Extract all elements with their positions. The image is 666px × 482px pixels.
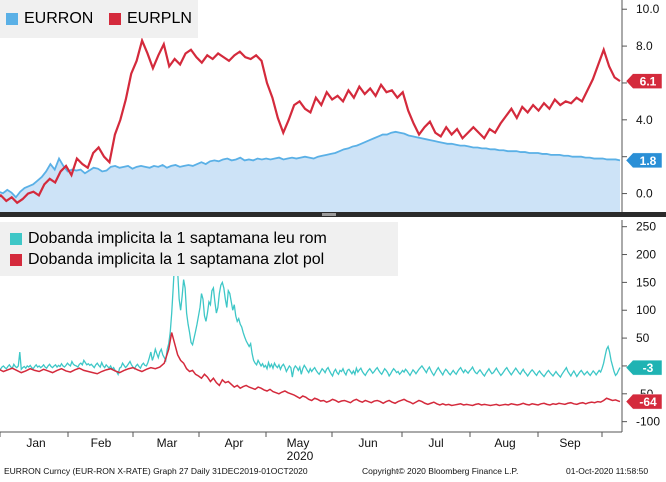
footer-timestamp: 01-Oct-2020 11:58:50 <box>566 466 649 476</box>
bottom-ytick-label: 50 <box>636 331 650 345</box>
legend-item-zlot: Dobanda implicita la 1 saptamana zlot po… <box>10 251 324 269</box>
series-line-zlot <box>0 332 621 407</box>
xaxis-month-label: May <box>287 436 310 450</box>
top-ytick-label: 10.0 <box>636 2 660 16</box>
legend-label-zlot: Dobanda implicita la 1 saptamana zlot po… <box>28 251 325 268</box>
xaxis-month-label: Jan <box>26 436 45 450</box>
xaxis-month-label: Jun <box>358 436 377 450</box>
last-value-zlot-label: -64 <box>639 395 657 409</box>
series-line-eurron <box>0 130 621 199</box>
last-value-eurron-shape <box>625 152 663 169</box>
top-ytick-label: 8.0 <box>636 39 653 53</box>
last-value-eurpln-label: 6.1 <box>640 75 657 89</box>
footer-copyright: Copyright© 2020 Bloomberg Finance L.P. <box>362 466 519 476</box>
series-line-eurpln <box>0 37 621 205</box>
series-line-leu <box>0 251 621 379</box>
legend-swatch-eurpln <box>109 13 121 25</box>
last-value-eurron-label: 1.8 <box>640 154 657 168</box>
legend-swatch-leu <box>10 233 22 245</box>
legend-item-eurron: EURRON <box>6 10 93 28</box>
xaxis-month-label: Aug <box>494 436 515 450</box>
last-value-zlot-shape <box>625 393 663 410</box>
legend-label-eurron: EURRON <box>24 10 94 27</box>
xaxis-month-label: Mar <box>157 436 178 450</box>
last-value-leu-shape <box>625 359 663 376</box>
legend-item-leu: Dobanda implicita la 1 saptamana leu rom <box>10 230 327 248</box>
top-ytick-label: 0.0 <box>636 187 653 201</box>
top-ytick-label: 4.0 <box>636 113 653 127</box>
legend-label-leu: Dobanda implicita la 1 saptamana leu rom <box>28 230 327 247</box>
last-value-eurpln-shape <box>625 73 663 89</box>
bottom-legend: Dobanda implicita la 1 saptamana leu rom… <box>0 222 398 276</box>
series-area-eurron <box>0 131 620 212</box>
last-value-leu-label: -3 <box>643 361 654 375</box>
footer-source: EURRON Curncy (EUR-RON X-RATE) Graph 27 … <box>4 466 308 476</box>
bottom-ytick-label: 250 <box>636 220 656 234</box>
xaxis-month-label: Sep <box>559 436 581 450</box>
xaxis-month-label: Feb <box>91 436 112 450</box>
bottom-ytick-label: 100 <box>636 303 656 317</box>
legend-swatch-zlot <box>10 254 22 266</box>
xaxis-month-label: Apr <box>225 436 244 450</box>
xaxis-year-label: 2020 <box>287 449 314 463</box>
bottom-ytick-label: 150 <box>636 275 656 289</box>
bottom-ytick-label: -100 <box>636 415 660 429</box>
legend-item-eurpln: EURPLN <box>109 10 192 28</box>
panel-divider-grip <box>322 213 336 216</box>
legend-swatch-eurron <box>6 13 18 25</box>
top-legend: EURRON EURPLN <box>0 0 198 38</box>
xaxis-month-label: Jul <box>428 436 443 450</box>
legend-label-eurpln: EURPLN <box>127 10 192 27</box>
bottom-ytick-label: 200 <box>636 248 656 262</box>
